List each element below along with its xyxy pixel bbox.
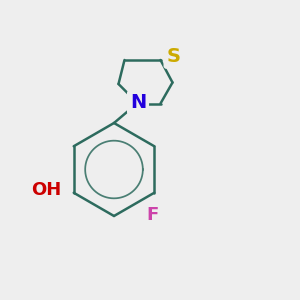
Text: N: N (130, 93, 146, 112)
Text: S: S (167, 47, 180, 66)
Text: F: F (147, 206, 159, 224)
Text: OH: OH (32, 181, 62, 199)
